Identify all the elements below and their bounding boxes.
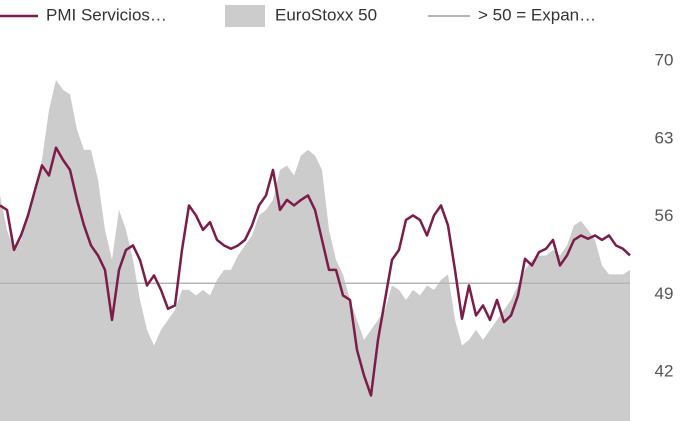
y-tick-label: 49 (655, 284, 674, 303)
legend-label: PMI Servicios… (46, 5, 167, 24)
y-tick-label: 42 (655, 362, 674, 381)
y-tick-label: 56 (655, 206, 674, 225)
line (0, 146, 631, 397)
y-tick-label: 63 (655, 128, 674, 147)
legend-swatch (225, 5, 265, 27)
y-tick-label: 70 (655, 51, 674, 70)
legend-label: EuroStoxx 50 (275, 5, 377, 24)
area (0, 79, 630, 421)
legend-label: > 50 = Expan… (478, 5, 596, 24)
